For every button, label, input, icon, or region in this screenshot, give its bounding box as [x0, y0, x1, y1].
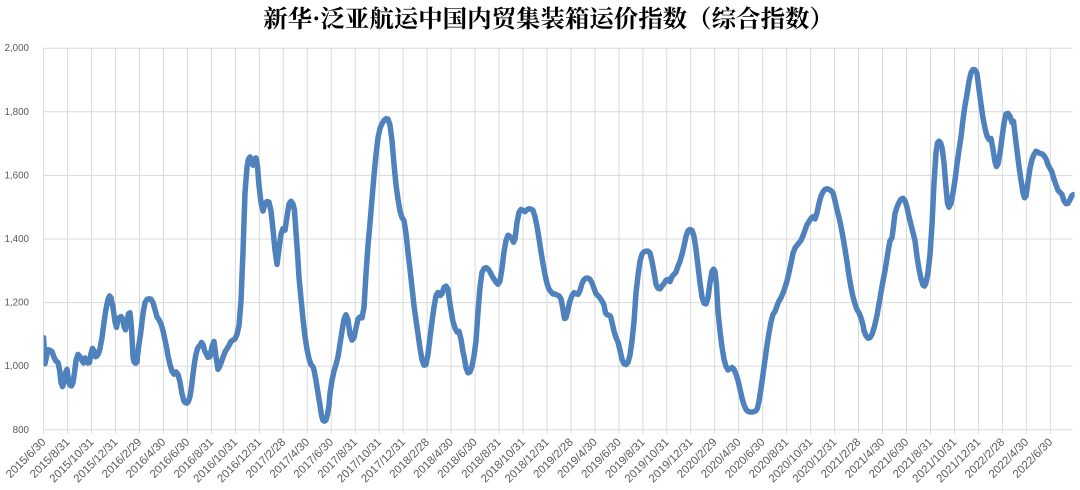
svg-text:1,800: 1,800	[4, 107, 29, 118]
svg-text:1,600: 1,600	[4, 170, 29, 181]
svg-text:1,400: 1,400	[4, 234, 29, 245]
svg-text:1,200: 1,200	[4, 298, 29, 309]
svg-text:1,000: 1,000	[4, 361, 29, 372]
svg-text:2,000: 2,000	[4, 43, 29, 54]
svg-text:800: 800	[13, 425, 30, 436]
